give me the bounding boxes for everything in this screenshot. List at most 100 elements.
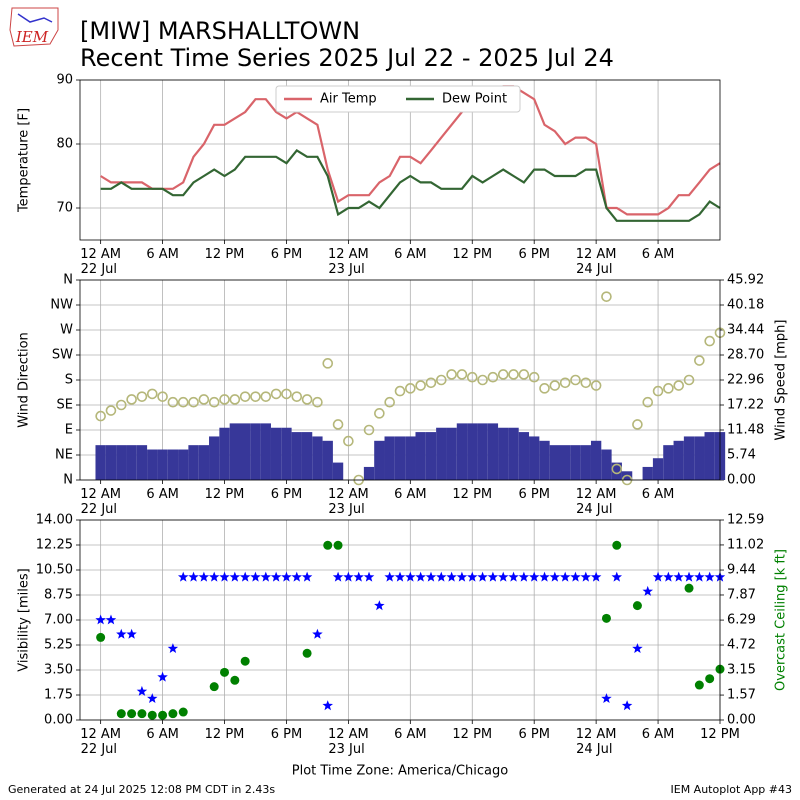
star-point [549, 571, 561, 582]
panel: 12 AM 22 Jul 6 AM 12 PM 6 PM 12 AM 23 Jul 6 AM 1… [17, 273, 789, 517]
y-tick-label: N [63, 473, 73, 488]
x-tick-label: 6 PM [518, 247, 549, 262]
y2-tick-label: 1.57 [727, 688, 756, 703]
y-tick-label: SE [57, 398, 73, 413]
x-tick-label: 6 PM [271, 487, 302, 502]
legend-label: Dew Point [442, 92, 507, 107]
y2-axis-label: Wind Speed [mph] [774, 320, 789, 441]
y-tick-label: 0.00 [44, 713, 73, 728]
star-point [652, 571, 664, 582]
point [178, 707, 188, 717]
x-tick-label: 6 AM [394, 727, 427, 742]
bar [652, 458, 664, 480]
x-tick-label: 6 PM [271, 727, 302, 742]
point [684, 583, 694, 593]
y2-tick-label: 6.29 [727, 613, 756, 628]
point [570, 374, 581, 386]
x-tick-label: 12 AM 24 Jul [576, 727, 617, 757]
y-tick-label: E [65, 423, 73, 438]
point [229, 394, 241, 405]
bar [322, 440, 333, 480]
line [100, 85, 721, 216]
plot-frame [79, 279, 721, 481]
star-point [539, 571, 550, 582]
star-point [436, 571, 447, 582]
footer-right: IEM Autoplot App #43 [671, 783, 793, 796]
x-tick-label: 6 AM [642, 247, 675, 262]
star-point [425, 571, 437, 582]
star-point [105, 614, 117, 625]
point [147, 710, 157, 720]
bar [116, 445, 127, 480]
x-tick-label: 6 AM [394, 487, 427, 502]
bar [694, 436, 705, 480]
bar [270, 427, 282, 480]
bar [384, 436, 395, 480]
star-point [281, 571, 292, 582]
plot-frame [79, 519, 721, 721]
star-point [498, 571, 509, 582]
y2-tick-label: 4.72 [727, 638, 756, 653]
point [95, 410, 106, 422]
bar [136, 445, 148, 480]
star-point [446, 571, 457, 582]
point [363, 424, 375, 436]
x-tick-label: 6 AM [642, 727, 675, 742]
point [168, 709, 178, 719]
y-tick-label: N [63, 273, 73, 288]
point [260, 391, 272, 402]
point [466, 371, 478, 383]
star-point [590, 571, 602, 582]
bar [178, 449, 189, 480]
point [384, 396, 395, 408]
x-tick-label: 12 AM 23 Jul [328, 487, 369, 517]
star-point [683, 571, 695, 582]
y-tick-label: 10.50 [36, 563, 73, 578]
y-tick-label: 14.00 [36, 513, 73, 528]
bar [487, 423, 499, 480]
y2-tick-label: 0.00 [727, 713, 756, 728]
star-point [394, 571, 406, 582]
point [425, 377, 437, 389]
bar [363, 466, 375, 480]
star-point [126, 628, 137, 639]
star-point [621, 700, 633, 711]
bar [601, 449, 612, 480]
bar [456, 423, 468, 480]
bar [105, 445, 117, 480]
footer-left: Generated at 24 Jul 2025 12:08 PM CDT in… [8, 783, 275, 796]
y2-tick-label: 34.44 [727, 323, 764, 338]
bar [425, 432, 437, 480]
plot-frame [79, 79, 721, 241]
point [219, 394, 230, 405]
y2-tick-label: 40.18 [727, 298, 764, 313]
y-tick-label: 3.50 [44, 663, 73, 678]
line [100, 148, 721, 222]
point [497, 369, 509, 380]
bar [291, 432, 302, 480]
point [105, 405, 117, 416]
star-point [167, 643, 179, 653]
point [127, 709, 137, 719]
bar [704, 432, 715, 480]
point [281, 388, 292, 400]
star-point [95, 614, 106, 625]
y2-tick-label: 17.22 [727, 398, 764, 413]
star-point [559, 571, 571, 582]
point [312, 396, 323, 408]
x-tick-label: 6 AM [146, 727, 179, 742]
y-tick-label: NE [55, 448, 73, 463]
bar [188, 445, 199, 480]
bar [301, 432, 313, 480]
point [705, 674, 715, 684]
point [333, 540, 343, 550]
star-point [632, 643, 643, 653]
point [405, 383, 416, 394]
point [435, 374, 447, 386]
x-tick-label: 6 AM [146, 247, 179, 262]
point [240, 656, 250, 666]
star-point [529, 571, 540, 582]
point [167, 396, 179, 408]
y-tick-label: 70 [56, 201, 73, 216]
bar [167, 449, 179, 480]
